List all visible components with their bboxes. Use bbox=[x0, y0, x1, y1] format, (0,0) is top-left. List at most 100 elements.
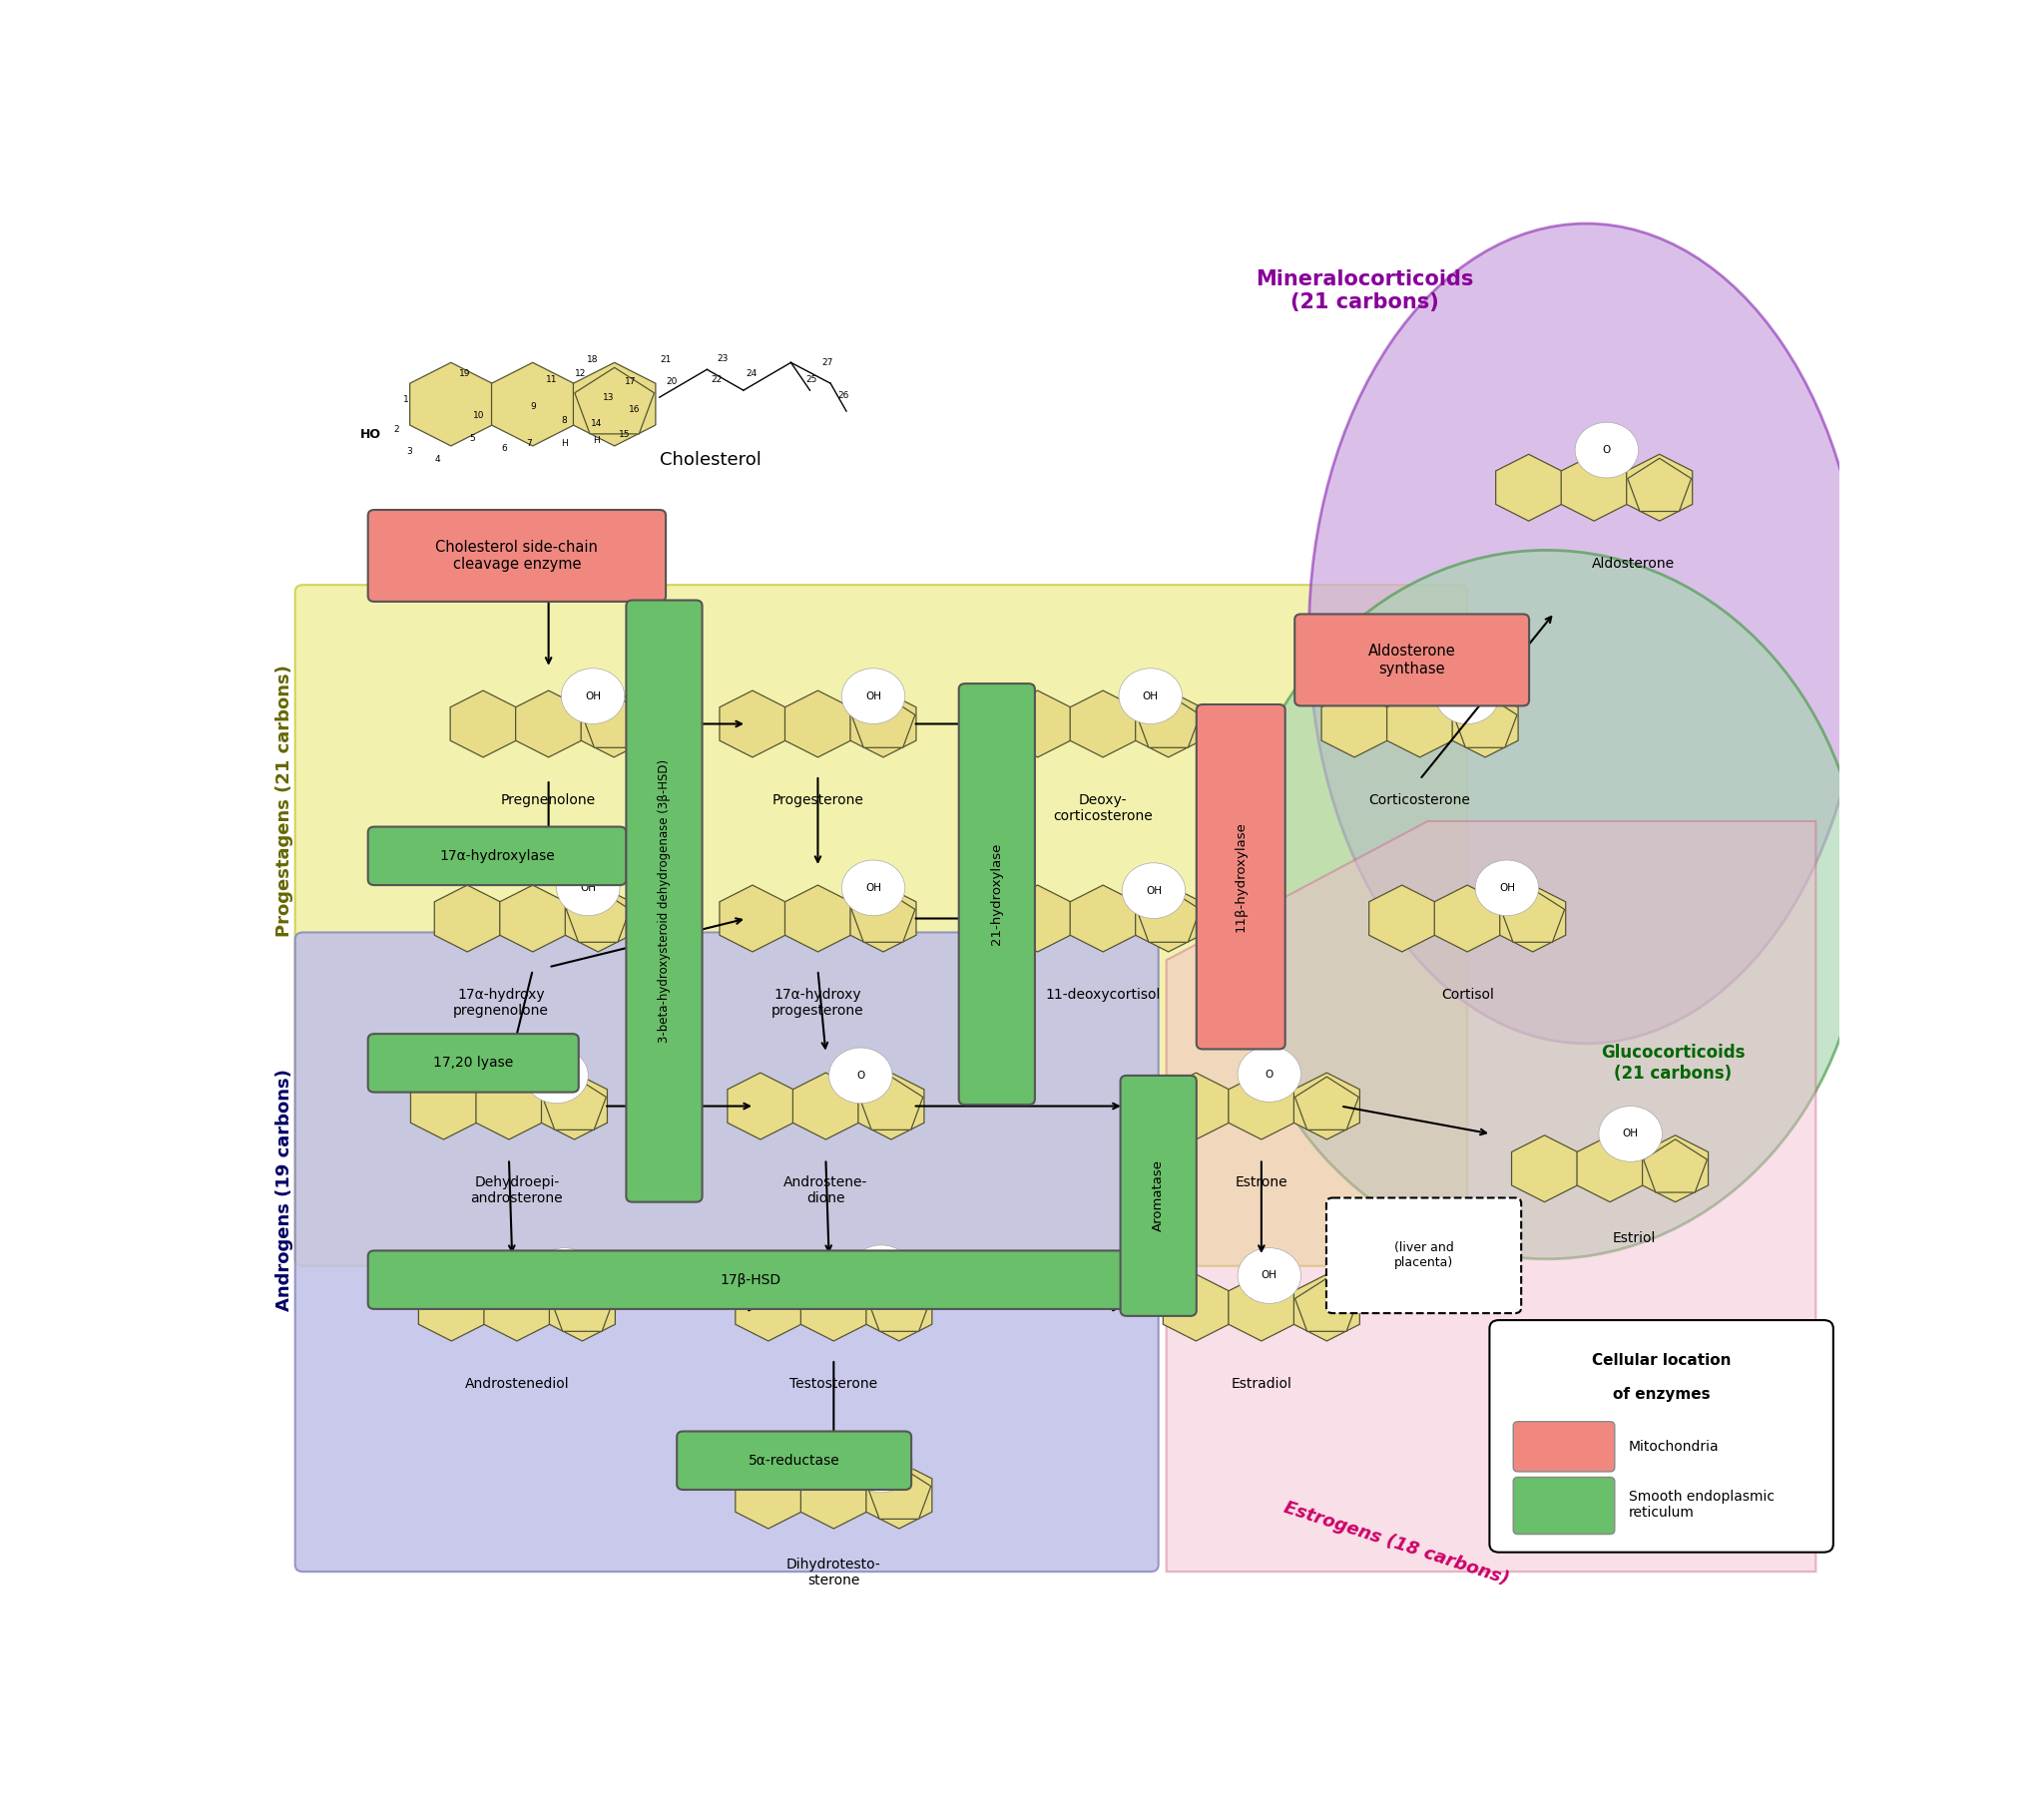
Circle shape bbox=[1476, 861, 1539, 915]
Circle shape bbox=[830, 1047, 893, 1103]
Polygon shape bbox=[852, 890, 916, 942]
Polygon shape bbox=[1228, 1274, 1294, 1341]
Text: OH: OH bbox=[873, 1460, 889, 1469]
Text: Estrone: Estrone bbox=[1235, 1175, 1288, 1189]
Text: 27: 27 bbox=[822, 357, 834, 366]
Polygon shape bbox=[550, 1274, 615, 1341]
Polygon shape bbox=[719, 884, 785, 951]
Polygon shape bbox=[1369, 884, 1435, 951]
Polygon shape bbox=[484, 1274, 550, 1341]
Circle shape bbox=[1118, 668, 1181, 724]
Ellipse shape bbox=[1230, 551, 1864, 1260]
Polygon shape bbox=[542, 1072, 607, 1139]
Polygon shape bbox=[566, 884, 632, 951]
Text: 10: 10 bbox=[472, 412, 484, 421]
Polygon shape bbox=[1435, 884, 1500, 951]
Circle shape bbox=[1239, 1047, 1300, 1101]
Circle shape bbox=[556, 861, 619, 915]
Text: Glucocorticoids
(21 carbons): Glucocorticoids (21 carbons) bbox=[1600, 1043, 1746, 1083]
Text: OH: OH bbox=[873, 1267, 889, 1278]
Polygon shape bbox=[1388, 691, 1453, 758]
Polygon shape bbox=[793, 1072, 858, 1139]
Polygon shape bbox=[1496, 455, 1562, 522]
Polygon shape bbox=[1322, 691, 1388, 758]
Text: 11: 11 bbox=[546, 375, 558, 384]
Polygon shape bbox=[1163, 1072, 1228, 1139]
Polygon shape bbox=[411, 1072, 476, 1139]
Text: OH: OH bbox=[1498, 883, 1515, 893]
Polygon shape bbox=[785, 884, 850, 951]
Text: OH: OH bbox=[1459, 691, 1476, 700]
Text: Cholesterol: Cholesterol bbox=[660, 451, 760, 469]
Text: 18: 18 bbox=[587, 356, 599, 365]
Text: Mitochondria: Mitochondria bbox=[1629, 1440, 1719, 1453]
Circle shape bbox=[1122, 863, 1186, 919]
Polygon shape bbox=[1136, 695, 1200, 747]
Text: OH: OH bbox=[1261, 1271, 1278, 1282]
Polygon shape bbox=[1296, 1278, 1359, 1332]
Polygon shape bbox=[1071, 884, 1136, 951]
Polygon shape bbox=[1643, 1135, 1709, 1202]
FancyBboxPatch shape bbox=[1294, 614, 1529, 706]
Text: Aromatase: Aromatase bbox=[1153, 1161, 1165, 1231]
Polygon shape bbox=[1294, 1274, 1359, 1341]
Text: 17,20 lyase: 17,20 lyase bbox=[433, 1056, 513, 1070]
Polygon shape bbox=[1513, 1135, 1578, 1202]
Text: Cellular location: Cellular location bbox=[1592, 1354, 1731, 1368]
Polygon shape bbox=[728, 1072, 793, 1139]
Polygon shape bbox=[867, 1466, 930, 1520]
Text: 11-deoxycortisol: 11-deoxycortisol bbox=[1044, 987, 1161, 1002]
Polygon shape bbox=[491, 363, 574, 446]
Circle shape bbox=[842, 861, 905, 915]
Text: OH: OH bbox=[1623, 1128, 1639, 1139]
Polygon shape bbox=[1006, 691, 1071, 758]
Text: Androstene-
dione: Androstene- dione bbox=[783, 1175, 869, 1206]
Text: OH: OH bbox=[580, 883, 597, 893]
Polygon shape bbox=[1562, 455, 1627, 522]
FancyBboxPatch shape bbox=[1513, 1476, 1615, 1534]
Polygon shape bbox=[501, 884, 566, 951]
Text: Dehydroepi-
androsterone: Dehydroepi- androsterone bbox=[470, 1175, 562, 1206]
Text: 15: 15 bbox=[619, 430, 630, 439]
Text: OH: OH bbox=[556, 1271, 572, 1282]
FancyBboxPatch shape bbox=[294, 585, 1468, 1265]
Polygon shape bbox=[858, 1072, 924, 1139]
Polygon shape bbox=[515, 691, 580, 758]
Polygon shape bbox=[1136, 884, 1202, 951]
Text: 16: 16 bbox=[628, 406, 640, 415]
Text: (liver and
placenta): (liver and placenta) bbox=[1394, 1242, 1453, 1269]
FancyBboxPatch shape bbox=[1490, 1319, 1833, 1552]
Text: Deoxy-
corticosterone: Deoxy- corticosterone bbox=[1053, 794, 1153, 823]
Text: 21: 21 bbox=[660, 356, 672, 365]
FancyBboxPatch shape bbox=[368, 509, 666, 601]
Text: 19: 19 bbox=[458, 370, 470, 377]
Text: Smooth endoplasmic
reticulum: Smooth endoplasmic reticulum bbox=[1629, 1489, 1774, 1520]
Text: O: O bbox=[552, 1070, 560, 1081]
Polygon shape bbox=[1453, 695, 1517, 747]
Text: 21-hydroxylase: 21-hydroxylase bbox=[991, 843, 1004, 946]
FancyBboxPatch shape bbox=[294, 933, 1159, 1572]
FancyBboxPatch shape bbox=[625, 601, 703, 1202]
Text: 6: 6 bbox=[501, 444, 507, 453]
Text: 26: 26 bbox=[838, 392, 848, 401]
Text: Cortisol: Cortisol bbox=[1441, 987, 1494, 1002]
Text: 20: 20 bbox=[666, 377, 679, 386]
FancyBboxPatch shape bbox=[368, 1251, 1132, 1309]
Text: 12: 12 bbox=[574, 370, 587, 377]
Polygon shape bbox=[1453, 691, 1519, 758]
Circle shape bbox=[1598, 1106, 1662, 1162]
Polygon shape bbox=[450, 691, 515, 758]
Circle shape bbox=[533, 1247, 597, 1303]
Polygon shape bbox=[542, 1078, 607, 1130]
Text: Cholesterol side-chain
cleavage enzyme: Cholesterol side-chain cleavage enzyme bbox=[435, 540, 599, 572]
Text: O: O bbox=[1602, 446, 1611, 455]
Polygon shape bbox=[1228, 1072, 1294, 1139]
Polygon shape bbox=[1500, 884, 1566, 951]
Text: Progestagens (21 carbons): Progestagens (21 carbons) bbox=[276, 664, 292, 937]
Text: Progesterone: Progesterone bbox=[773, 794, 865, 807]
Polygon shape bbox=[867, 1278, 930, 1332]
Text: of enzymes: of enzymes bbox=[1613, 1386, 1711, 1402]
FancyBboxPatch shape bbox=[1513, 1422, 1615, 1471]
FancyBboxPatch shape bbox=[1196, 704, 1286, 1049]
Text: Androstenediol: Androstenediol bbox=[464, 1377, 568, 1392]
